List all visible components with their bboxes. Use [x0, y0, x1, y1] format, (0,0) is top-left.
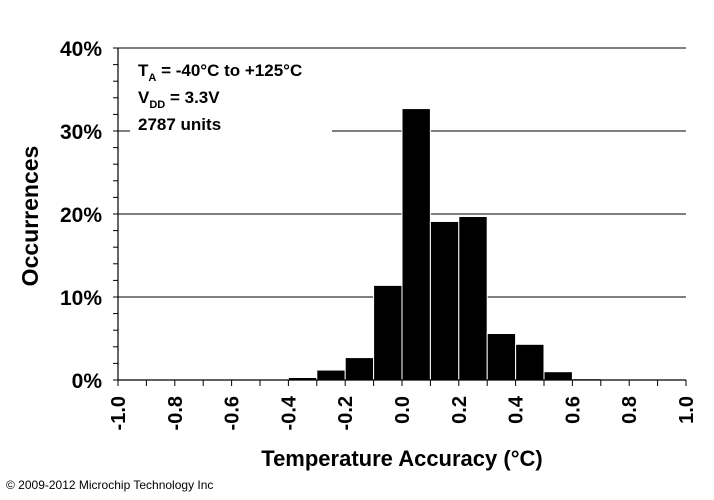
- x-tick-labels: -1.0 -0.8 -0.6 -0.4 -0.2 0.0 0.2 0.4 0.6 0.8 1.0: [108, 395, 698, 430]
- x-tick-label: 0.4: [506, 395, 528, 424]
- histogram-bar: [345, 358, 373, 380]
- histogram-bar: [430, 221, 458, 380]
- x-tick-label: 1.0: [676, 396, 698, 424]
- histogram-bar: [459, 216, 487, 380]
- x-tick-label: -1.0: [108, 396, 130, 430]
- x-tick-label: -0.2: [335, 396, 357, 430]
- histogram-bar: [544, 372, 572, 380]
- y-tick-label: 40%: [60, 38, 102, 61]
- y-tick-label: 0%: [72, 370, 103, 393]
- histogram-bar: [374, 285, 402, 380]
- histogram-chart: 0% 10% 20% 30% 40% -1.0 -0.8 -0.6 -0.4 -0.2 0.0 0.…: [0, 0, 714, 478]
- x-tick-label: 0.0: [392, 396, 414, 424]
- histogram-bars: [232, 109, 601, 380]
- x-tick-label: 0.2: [449, 396, 471, 424]
- histogram-bar: [402, 109, 430, 380]
- copyright-notice: © 2009-2012 Microchip Technology Inc: [6, 478, 213, 492]
- x-tick-label: 0.6: [562, 396, 584, 424]
- y-tick-label: 10%: [60, 287, 102, 310]
- y-tick-labels: 0% 10% 20% 30% 40%: [60, 38, 102, 393]
- histogram-bar: [516, 344, 544, 380]
- y-axis-label: Occurrences: [17, 146, 43, 287]
- histogram-bar: [317, 370, 345, 380]
- x-tick-label: -0.4: [278, 395, 300, 430]
- y-tick-label: 30%: [60, 121, 102, 144]
- annotation-unit-count: 2787 units: [138, 115, 221, 134]
- x-tick-label: -0.6: [222, 396, 244, 430]
- x-tick-label: 0.8: [619, 396, 641, 424]
- x-tick-label: -0.8: [165, 396, 187, 430]
- x-axis-label: Temperature Accuracy (°C): [261, 446, 542, 471]
- histogram-bar: [487, 334, 515, 380]
- y-tick-label: 20%: [60, 204, 102, 227]
